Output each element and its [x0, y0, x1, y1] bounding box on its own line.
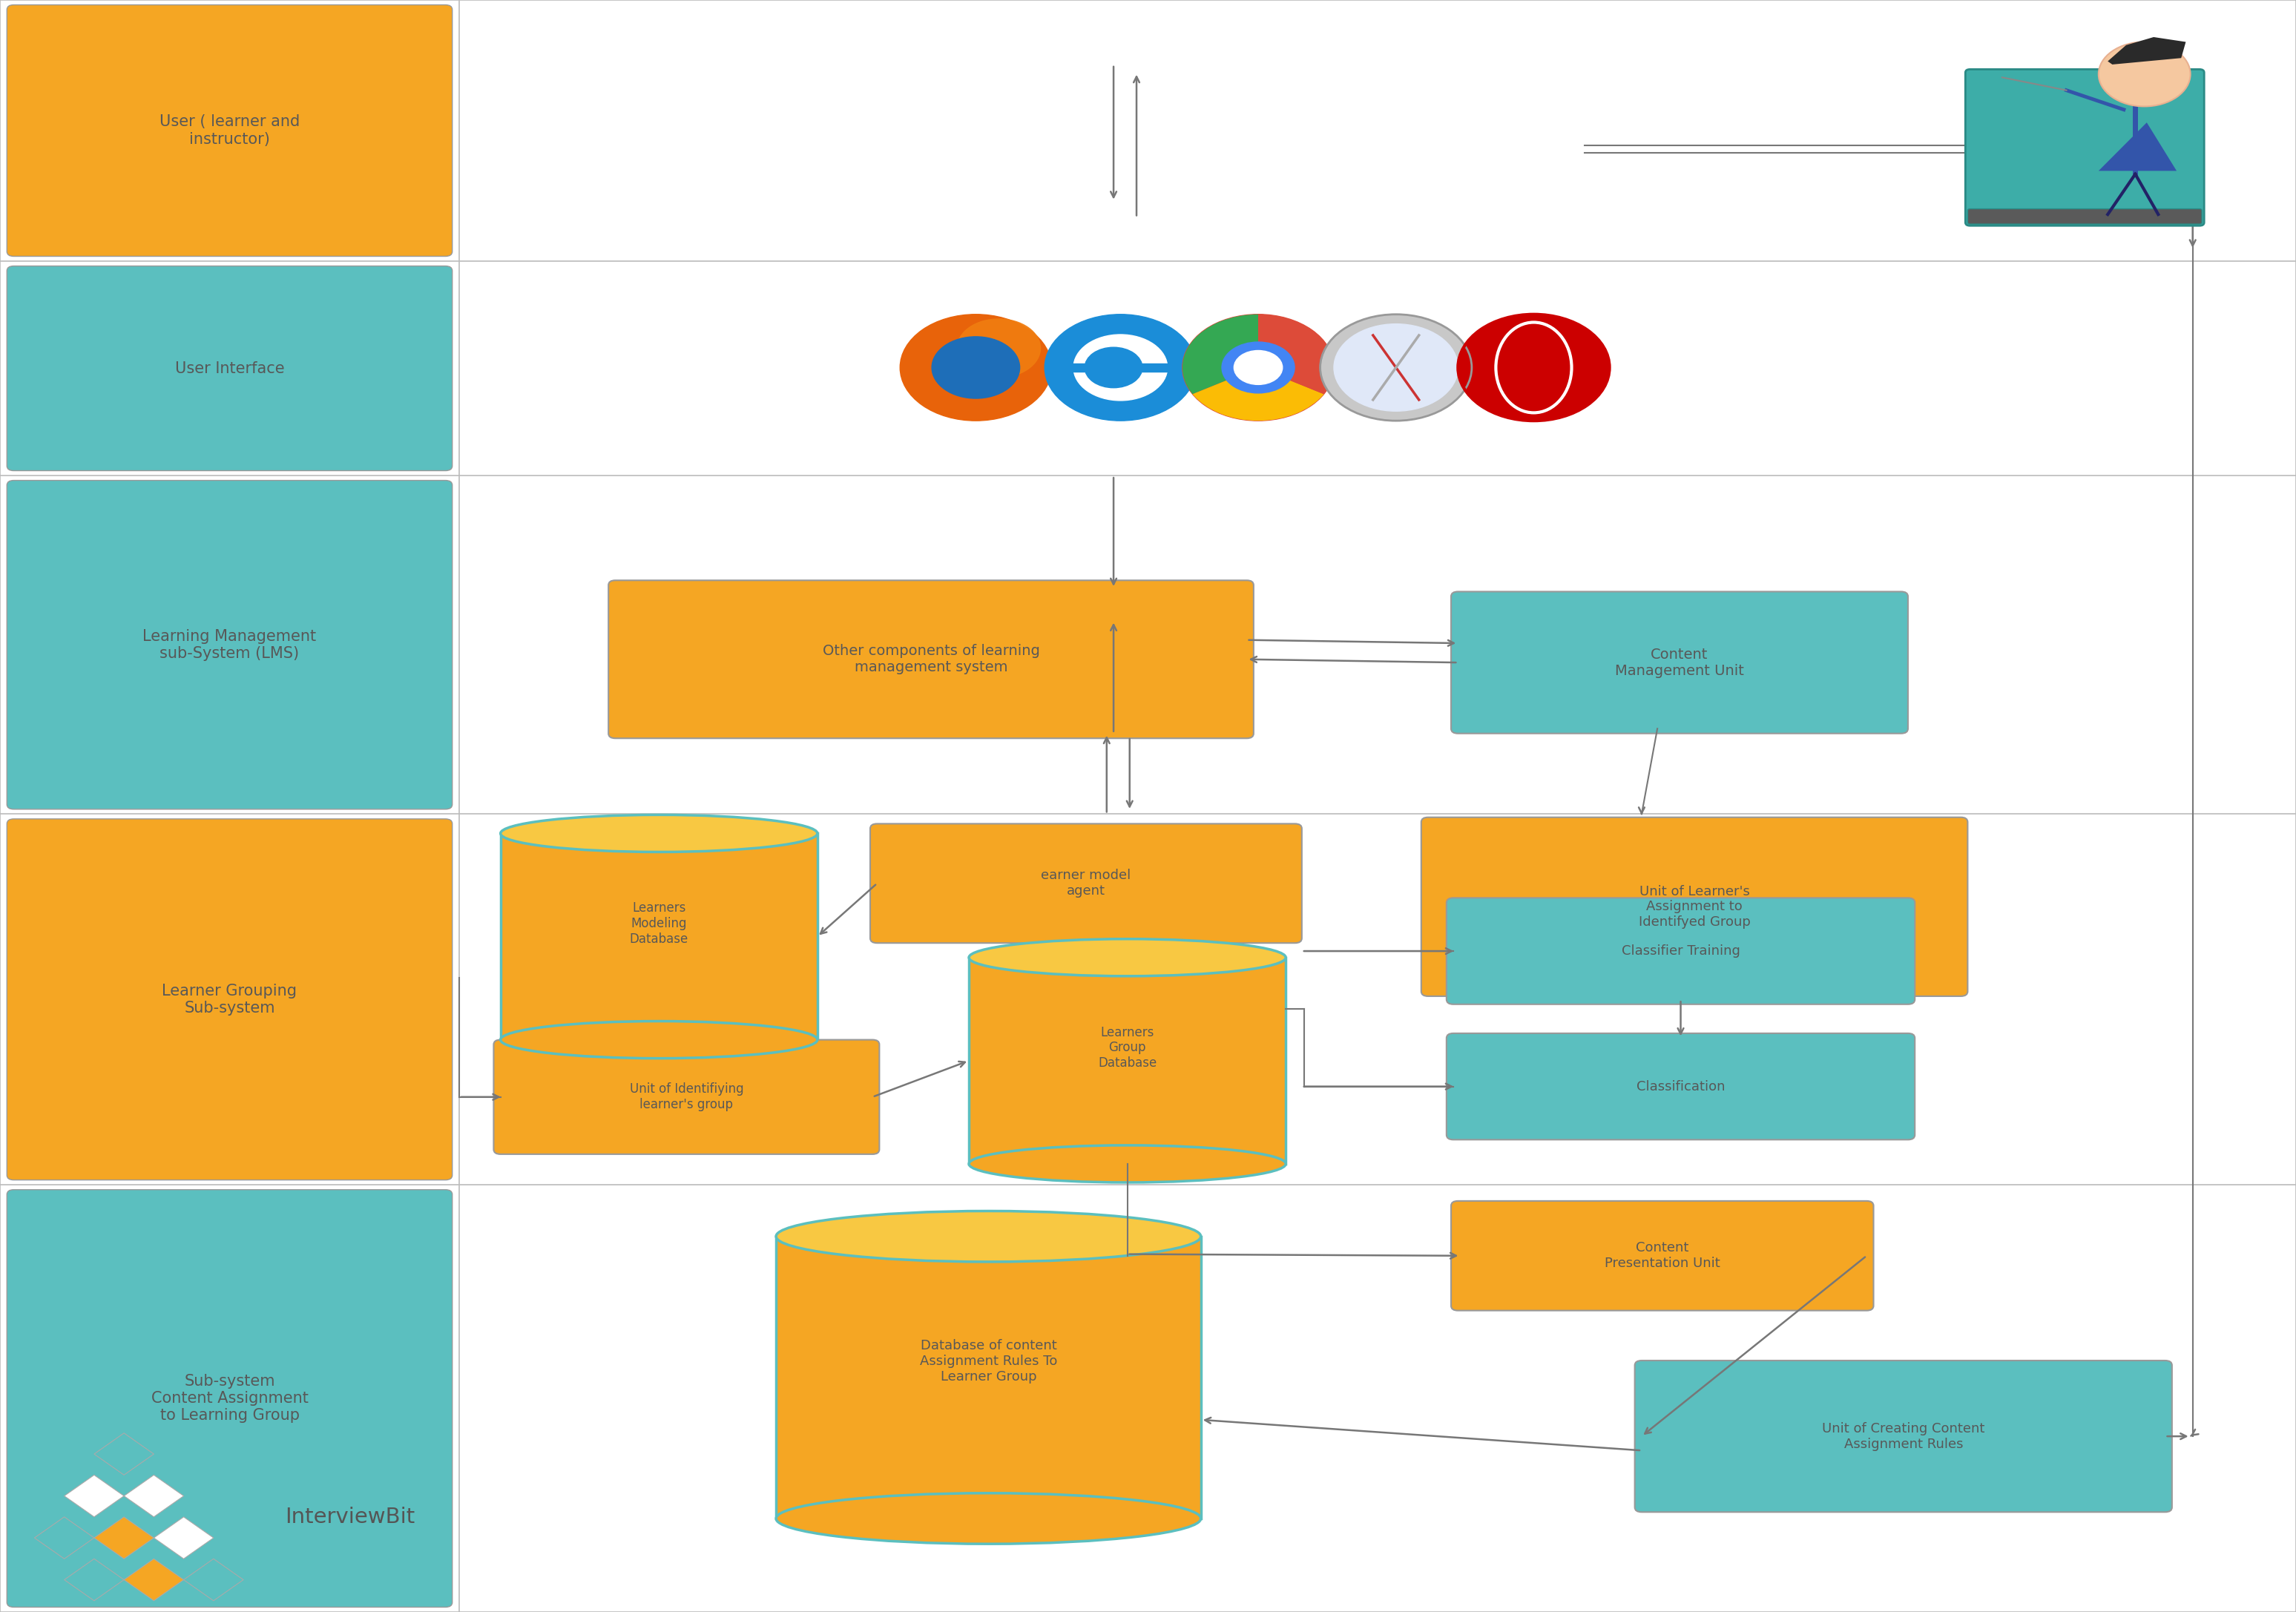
Polygon shape [64, 1559, 124, 1601]
Circle shape [944, 345, 1008, 390]
Wedge shape [1258, 314, 1334, 393]
Bar [776, 1236, 1201, 1519]
FancyBboxPatch shape [7, 5, 452, 256]
Ellipse shape [776, 1493, 1201, 1544]
Polygon shape [2099, 123, 2177, 171]
Polygon shape [184, 1559, 243, 1601]
Text: Database of content
Assignment Rules To
Learner Group: Database of content Assignment Rules To … [921, 1340, 1056, 1383]
Bar [969, 958, 1286, 1164]
Text: Content
Presentation Unit: Content Presentation Unit [1605, 1241, 1720, 1270]
Circle shape [1075, 335, 1166, 400]
Polygon shape [154, 1517, 214, 1559]
FancyBboxPatch shape [1635, 1361, 2172, 1512]
Ellipse shape [501, 1020, 817, 1059]
FancyBboxPatch shape [1446, 1033, 1915, 1140]
FancyBboxPatch shape [7, 819, 452, 1180]
FancyBboxPatch shape [1421, 817, 1968, 996]
Polygon shape [94, 1517, 154, 1559]
Circle shape [1334, 324, 1458, 411]
FancyBboxPatch shape [7, 1190, 452, 1607]
Polygon shape [2108, 37, 2186, 64]
Circle shape [1320, 314, 1472, 421]
Circle shape [1486, 334, 1582, 401]
FancyBboxPatch shape [1446, 898, 1915, 1004]
Bar [1068, 363, 1173, 372]
Text: Classification: Classification [1637, 1080, 1724, 1093]
Ellipse shape [969, 1145, 1286, 1183]
Polygon shape [94, 1433, 154, 1475]
Text: Learning Management
sub-System (LMS): Learning Management sub-System (LMS) [142, 629, 317, 661]
Ellipse shape [1497, 322, 1573, 413]
Ellipse shape [776, 1211, 1201, 1262]
Circle shape [1045, 314, 1196, 421]
Circle shape [1233, 350, 1283, 385]
FancyBboxPatch shape [1451, 592, 1908, 733]
Text: Unit of Learner's
Assignment to
Identifyed Group: Unit of Learner's Assignment to Identify… [1639, 885, 1750, 929]
Text: Classifier Training: Classifier Training [1621, 945, 1740, 958]
Text: earner model
agent: earner model agent [1040, 869, 1132, 898]
Circle shape [2099, 42, 2190, 106]
Ellipse shape [501, 814, 817, 853]
Polygon shape [124, 1475, 184, 1517]
Text: Learners
Group
Database: Learners Group Database [1097, 1025, 1157, 1070]
Wedge shape [1192, 368, 1325, 421]
Text: Unit of Identifiying
learner's group: Unit of Identifiying learner's group [629, 1083, 744, 1111]
FancyBboxPatch shape [1965, 69, 2204, 226]
Polygon shape [34, 1517, 94, 1559]
Text: Learners
Modeling
Database: Learners Modeling Database [629, 901, 689, 946]
Text: Sub-system
Content Assignment
to Learning Group: Sub-system Content Assignment to Learnin… [152, 1373, 308, 1423]
Bar [501, 833, 817, 1040]
Circle shape [932, 337, 1019, 398]
Polygon shape [64, 1475, 124, 1517]
FancyBboxPatch shape [7, 266, 452, 471]
FancyBboxPatch shape [1968, 210, 2202, 224]
FancyBboxPatch shape [494, 1040, 879, 1154]
Wedge shape [1182, 314, 1258, 393]
Circle shape [1458, 314, 1609, 421]
Text: Unit of Creating Content
Assignment Rules: Unit of Creating Content Assignment Rule… [1823, 1422, 1984, 1451]
Text: InterviewBit: InterviewBit [285, 1507, 416, 1527]
Text: Learner Grouping
Sub-system: Learner Grouping Sub-system [163, 983, 296, 1016]
Circle shape [1084, 347, 1143, 388]
Circle shape [1221, 342, 1295, 393]
Circle shape [900, 314, 1052, 421]
Text: Content
Management Unit: Content Management Unit [1614, 648, 1745, 677]
FancyBboxPatch shape [1451, 1201, 1874, 1311]
FancyBboxPatch shape [7, 480, 452, 809]
Circle shape [1182, 314, 1334, 421]
Text: User Interface: User Interface [174, 361, 285, 376]
Text: User ( learner and
instructor): User ( learner and instructor) [158, 114, 301, 147]
FancyBboxPatch shape [608, 580, 1254, 738]
Polygon shape [124, 1559, 184, 1601]
FancyBboxPatch shape [870, 824, 1302, 943]
Circle shape [957, 319, 1040, 377]
Text: Other components of learning
management system: Other components of learning management … [822, 645, 1040, 674]
Ellipse shape [969, 938, 1286, 977]
